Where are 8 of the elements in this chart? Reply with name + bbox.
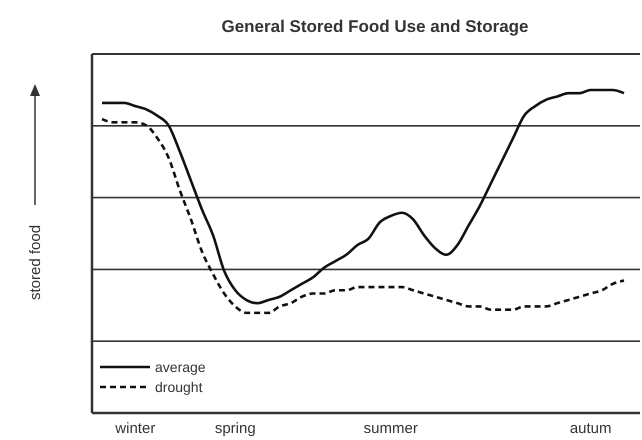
- chart-title: General Stored Food Use and Storage: [221, 17, 529, 36]
- legend-label: average: [155, 359, 206, 375]
- x-tick-label: winter: [114, 420, 156, 437]
- x-tick-label: autum: [570, 420, 612, 437]
- x-tick-label: summer: [364, 420, 418, 437]
- y-axis-title: stored food: [27, 224, 44, 300]
- legend-label: drought: [155, 379, 203, 395]
- x-tick-label: spring: [214, 420, 256, 437]
